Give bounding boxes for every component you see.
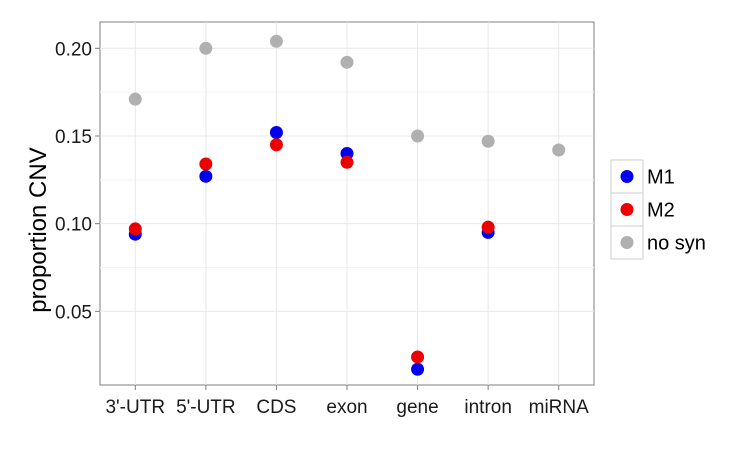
point-no-syn xyxy=(411,129,425,143)
point-m2 xyxy=(199,157,213,171)
legend-key-m2 xyxy=(620,203,634,216)
x-tick-label: exon xyxy=(326,397,367,418)
y-tick-label: 0.05 xyxy=(55,302,92,323)
legend-label: no syn xyxy=(647,233,706,255)
legend-key-m1 xyxy=(620,170,634,183)
y-tick-label: 0.20 xyxy=(55,39,92,60)
point-m2 xyxy=(411,350,425,364)
y-axis: 0.05 0.10 0.15 0.20 xyxy=(55,39,100,323)
point-no-syn xyxy=(128,92,142,106)
x-tick-label: 5'-UTR xyxy=(176,397,236,418)
point-no-syn xyxy=(481,134,495,148)
grid-lines xyxy=(100,22,594,385)
legend-key-no-syn xyxy=(620,236,634,249)
x-axis: 3'-UTR 5'-UTR CDS exon gene intron miRNA xyxy=(105,385,589,418)
point-m1 xyxy=(199,169,213,183)
x-tick-label: CDS xyxy=(256,397,296,418)
legend: M1 M2 no syn xyxy=(610,159,706,260)
x-tick-label: gene xyxy=(396,397,438,418)
y-axis-title: proportion CNV xyxy=(25,147,52,312)
point-no-syn xyxy=(269,34,283,48)
point-no-syn xyxy=(340,55,354,69)
legend-key-box xyxy=(610,159,644,194)
point-m1 xyxy=(269,125,283,139)
point-m1 xyxy=(411,362,425,376)
x-tick-label: 3'-UTR xyxy=(105,397,165,418)
y-tick-label: 0.15 xyxy=(55,127,92,148)
legend-label: M1 xyxy=(647,167,675,189)
point-m2 xyxy=(128,222,142,236)
x-tick-label: intron xyxy=(464,397,512,418)
point-no-syn xyxy=(552,143,566,157)
data-points xyxy=(128,34,566,376)
point-m2 xyxy=(481,220,495,234)
point-no-syn xyxy=(199,41,213,55)
x-tick-label: miRNA xyxy=(529,397,589,418)
y-tick-label: 0.10 xyxy=(55,215,92,236)
legend-label: M2 xyxy=(647,200,675,222)
point-m2 xyxy=(340,155,354,169)
point-m2 xyxy=(269,138,283,152)
